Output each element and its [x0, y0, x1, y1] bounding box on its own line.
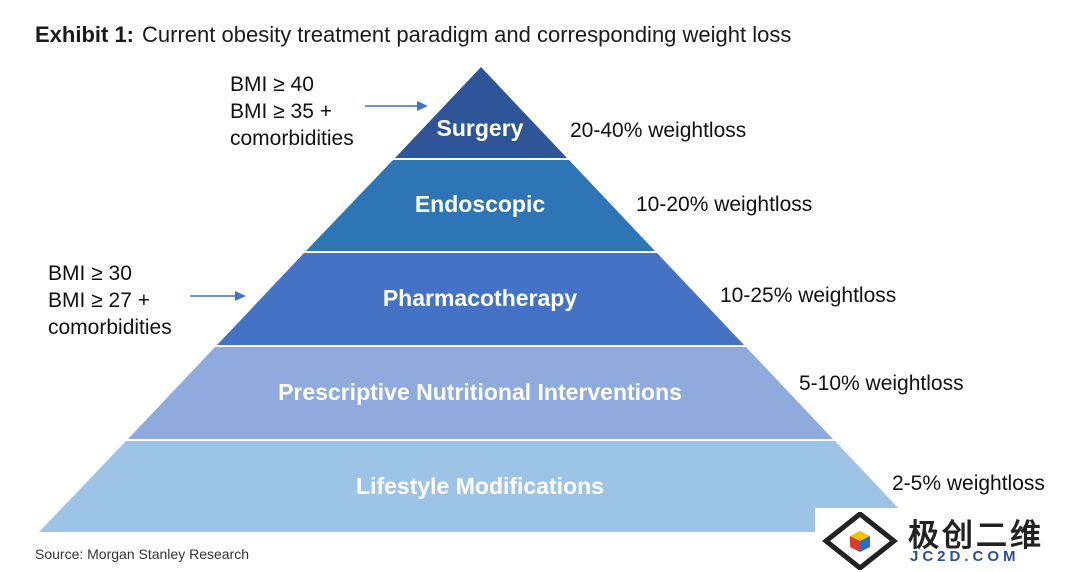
weightloss-pharmacotherapy: 10-25% weightloss [720, 284, 897, 307]
annotation-surgery: BMI ≥ 40 BMI ≥ 35 + comorbidities [230, 71, 354, 152]
tier-label-surgery: Surgery [437, 115, 524, 141]
tier-prescriptive-nutritional [128, 347, 833, 439]
annotation-line: BMI ≥ 40 [230, 73, 314, 96]
tier-pharmacotherapy [217, 253, 744, 345]
tier-surgery [395, 67, 567, 158]
weightloss-endoscopic: 10-20% weightloss [636, 193, 813, 216]
annotation-line: BMI ≥ 30 [48, 262, 132, 285]
exhibit-title-text: Current obesity treatment paradigm and c… [142, 22, 792, 47]
annotation-line: comorbidities [230, 127, 354, 150]
arrow-pharmacotherapy [190, 291, 246, 301]
exhibit-title: Exhibit 1: Current obesity treatment para… [35, 22, 791, 48]
tier-label-prescriptive-nutritional: Prescriptive Nutritional Interventions [278, 379, 682, 405]
annotation-line: BMI ≥ 35 + [230, 100, 332, 123]
tier-label-endoscopic: Endoscopic [415, 191, 546, 217]
tier-label-lifestyle: Lifestyle Modifications [356, 473, 604, 499]
weightloss-prescriptive-nutritional: 5-10% weightloss [799, 372, 964, 395]
arrow-surgery [365, 101, 428, 111]
source-note: Source: Morgan Stanley Research [35, 546, 249, 562]
tier-endoscopic [306, 160, 655, 251]
tier-lifestyle [39, 441, 921, 532]
watermark-name: 极创二维 [908, 518, 1044, 553]
watermark-url: JC2D.COM [910, 548, 1020, 565]
annotation-line: comorbidities [48, 316, 172, 339]
exhibit-label: Exhibit 1: [35, 22, 135, 47]
tier-label-pharmacotherapy: Pharmacotherapy [383, 285, 578, 311]
weightloss-surgery: 20-40% weightloss [570, 119, 747, 142]
annotation-line: BMI ≥ 27 + [48, 289, 150, 312]
weightloss-lifestyle: 2-5% weightloss [892, 472, 1045, 495]
watermark-logo-icon [822, 512, 898, 570]
annotation-pharmacotherapy: BMI ≥ 30 BMI ≥ 27 + comorbidities [48, 260, 172, 341]
